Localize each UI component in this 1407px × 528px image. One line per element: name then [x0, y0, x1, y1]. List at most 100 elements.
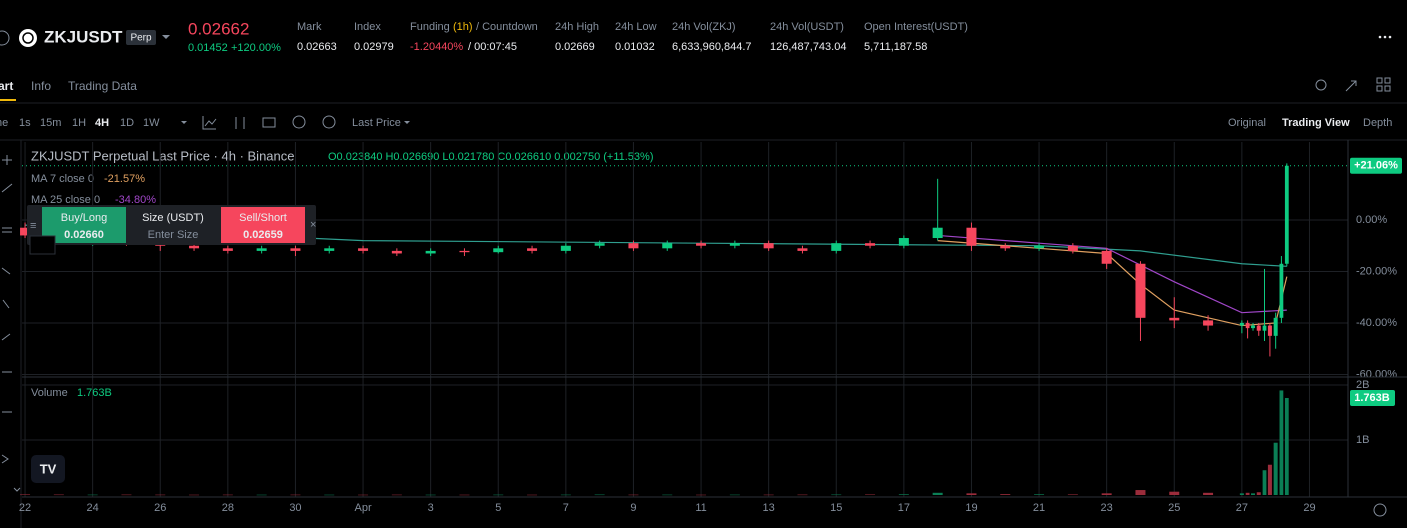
buy-label[interactable]: Buy/Long — [61, 212, 107, 224]
stat-label: Funding — [410, 21, 450, 33]
volume-bar — [831, 494, 842, 496]
candle-body — [729, 243, 740, 246]
stat-label: (1h) — [453, 21, 473, 33]
volume-bar — [729, 494, 740, 496]
candle-body — [865, 243, 876, 246]
volume-bar — [662, 494, 673, 496]
badge-bg — [126, 30, 156, 45]
price-type[interactable]: Last Price — [352, 117, 401, 129]
candle-body — [1034, 245, 1045, 249]
y-tick-label: -40.00% — [1356, 317, 1397, 329]
x-tick-label: 9 — [630, 502, 636, 514]
size-input[interactable]: Enter Size — [148, 229, 199, 241]
ma-value: -34.80% — [115, 194, 156, 206]
x-tick-label: 28 — [222, 502, 234, 514]
candle-body — [1135, 263, 1146, 318]
camera-icon[interactable] — [262, 117, 276, 128]
volume-label: Volume — [31, 387, 68, 399]
volume-bar — [87, 494, 98, 496]
funding-rate: -1.20440% — [410, 41, 463, 53]
volume-bar — [594, 494, 605, 496]
x-tick-label: 25 — [1168, 502, 1180, 514]
x-tick-label: 11 — [695, 502, 706, 514]
icon[interactable] — [0, 30, 10, 46]
sell-button[interactable] — [221, 207, 305, 243]
candle-body — [527, 248, 538, 251]
add-icon[interactable] — [292, 115, 306, 129]
ma-label: MA 7 close 0 — [31, 173, 94, 185]
x-tick-label: 29 — [1303, 502, 1315, 514]
volume-bar — [1245, 492, 1250, 495]
y-tick-label: 0.00% — [1356, 214, 1387, 226]
interval[interactable]: 15m — [40, 117, 61, 129]
candle-body — [594, 243, 605, 246]
coin-icon — [19, 29, 37, 47]
candle-body — [763, 243, 774, 249]
interval[interactable]: 1H — [72, 117, 86, 129]
tab[interactable]: Trading Data — [68, 79, 137, 93]
stat-value: 0.02669 — [555, 41, 595, 53]
sell-label[interactable]: Sell/Short — [239, 212, 287, 224]
candle-body — [797, 248, 808, 251]
candle-body — [1267, 325, 1272, 336]
candle-body — [1251, 325, 1256, 329]
view-tab[interactable]: Original — [1228, 117, 1266, 129]
candle-body — [932, 227, 943, 239]
dropdown[interactable] — [162, 35, 170, 39]
view-tab[interactable]: Trading View — [1282, 117, 1350, 129]
interval[interactable]: ne — [0, 117, 8, 129]
candle-icon[interactable] — [235, 117, 245, 129]
settings-icon[interactable] — [322, 115, 336, 129]
last-price-label: +21.06% — [1354, 160, 1398, 172]
x-tick-label: 5 — [495, 502, 501, 514]
sell-price[interactable]: 0.02659 — [243, 229, 283, 241]
interval[interactable]: 1s — [19, 117, 31, 129]
volume-bar — [797, 494, 808, 496]
volume-bar — [222, 494, 233, 496]
volume-tag-label: 1.763B — [1354, 392, 1390, 404]
volume-bar — [1101, 493, 1112, 495]
volume-bar — [560, 494, 571, 496]
settings-icon[interactable] — [1373, 503, 1387, 517]
panel-toggle[interactable] — [29, 235, 56, 255]
interval[interactable]: 4H — [95, 117, 109, 129]
view-tab[interactable]: Depth — [1363, 117, 1392, 129]
bell-icon[interactable] — [1315, 79, 1327, 91]
candle-body — [1279, 263, 1284, 318]
stat-label: 24h Vol(ZKJ) — [672, 21, 736, 33]
ohlc: O0.023840 H0.026690 L0.021780 C0.026610 … — [328, 151, 653, 163]
x-tick-label: 7 — [563, 502, 569, 514]
drag-handle[interactable]: ≡ — [30, 220, 36, 232]
tab[interactable]: art — [0, 79, 13, 93]
countdown: / 00:07:45 — [468, 41, 517, 53]
more-icon[interactable] — [1378, 35, 1392, 39]
interval[interactable]: 1W — [143, 117, 160, 129]
expand-icon[interactable] — [1345, 80, 1357, 92]
ma-value: -21.57% — [104, 173, 145, 185]
buy-button[interactable] — [42, 207, 126, 243]
symbol[interactable]: ZKJUSDT — [44, 27, 123, 46]
interval[interactable]: 1D — [120, 117, 134, 129]
candle-body — [222, 248, 233, 251]
candle-body — [898, 238, 909, 246]
candle-body — [1101, 250, 1112, 264]
stat-label: 24h High — [555, 21, 599, 33]
dropdown[interactable] — [181, 121, 187, 124]
layout-icon[interactable] — [1376, 77, 1391, 92]
tab[interactable]: Info — [31, 79, 51, 93]
volume-bar — [1284, 397, 1289, 495]
candle-body — [290, 248, 301, 251]
x-tick-label: 17 — [898, 502, 910, 514]
dropdown[interactable] — [404, 121, 410, 124]
stat-label: 24h Low — [615, 21, 657, 33]
drawing-tools[interactable] — [1, 155, 21, 492]
candle-body — [391, 250, 402, 254]
indicator-icon[interactable] — [202, 116, 217, 130]
candle-body — [696, 243, 707, 246]
buy-price[interactable]: 0.02660 — [64, 229, 104, 241]
close-button[interactable]: × — [310, 219, 316, 231]
x-tick-label: 21 — [1033, 502, 1045, 514]
x-tick-label: 23 — [1101, 502, 1113, 514]
